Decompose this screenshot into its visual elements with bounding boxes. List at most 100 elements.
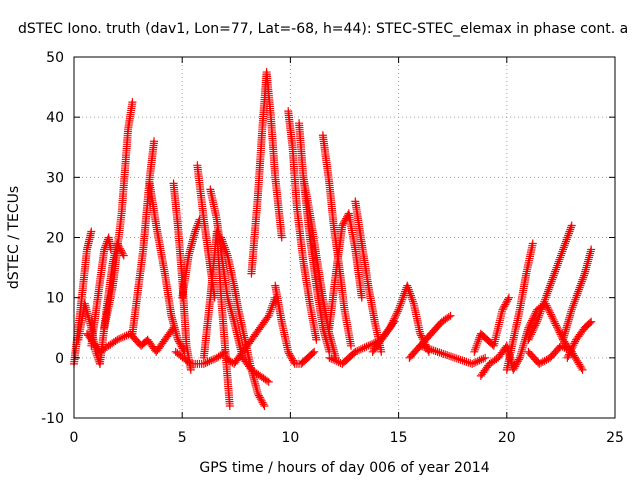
series-21 (318, 131, 355, 350)
data-point (547, 277, 556, 286)
data-point (578, 275, 587, 284)
data-point (474, 335, 483, 344)
series-5 (128, 137, 159, 338)
data-point (325, 353, 334, 362)
data-point (403, 283, 412, 292)
data-point (257, 396, 266, 405)
data-point (546, 279, 555, 288)
data-point (503, 297, 512, 306)
data-point (501, 300, 510, 309)
y-tick-label: 20 (46, 231, 64, 247)
data-point (538, 301, 547, 310)
data-point (219, 239, 228, 248)
data-point (264, 311, 273, 320)
data-point (560, 241, 569, 250)
data-point (265, 309, 274, 318)
data-marks (70, 68, 596, 410)
data-point (544, 285, 553, 294)
data-point (259, 400, 268, 409)
data-point (176, 340, 185, 349)
data-point (422, 343, 431, 352)
data-point (566, 223, 575, 232)
data-point (207, 356, 216, 365)
data-point (277, 233, 286, 242)
data-point (329, 355, 338, 364)
data-point (458, 356, 467, 365)
data-point (120, 332, 129, 341)
data-point (561, 237, 570, 246)
data-point (470, 347, 479, 356)
data-point (471, 345, 480, 354)
series-15 (221, 293, 280, 368)
data-point (398, 293, 407, 302)
y-tick-label: -10 (41, 411, 64, 427)
data-point (570, 339, 579, 348)
data-point (556, 251, 565, 260)
axis-ticks: 0 5 10 15 20 25 -10 0 10 20 30 40 50 (41, 50, 624, 446)
data-point (185, 358, 194, 367)
data-point (192, 223, 201, 232)
data-point (93, 351, 102, 360)
data-point (266, 305, 275, 314)
data-point (254, 391, 263, 400)
data-point (471, 358, 480, 367)
data-point (266, 307, 275, 316)
data-point (267, 303, 276, 312)
data-point (396, 299, 405, 308)
data-point (392, 309, 401, 318)
data-point (533, 315, 542, 324)
data-point (567, 305, 576, 314)
data-point (541, 295, 550, 304)
data-point (386, 321, 395, 330)
data-point (573, 289, 582, 298)
data-point (545, 283, 554, 292)
data-point (551, 319, 560, 328)
data-point (456, 355, 465, 364)
data-point (454, 355, 463, 364)
data-point (339, 219, 348, 228)
data-point (446, 311, 455, 320)
data-point (392, 311, 401, 320)
data-point (385, 323, 394, 332)
data-point (499, 303, 508, 312)
data-point (525, 333, 534, 342)
data-point (210, 354, 219, 363)
data-point (554, 259, 563, 268)
data-point (552, 321, 561, 330)
data-point (533, 317, 542, 326)
data-point (443, 351, 452, 360)
data-point (557, 249, 566, 258)
data-point (205, 357, 214, 366)
chart-title: dSTEC Iono. truth (dav1, Lon=77, Lat=-68… (18, 21, 628, 37)
data-point (441, 350, 450, 359)
data-point (113, 335, 122, 344)
data-point (577, 364, 586, 373)
data-point (332, 357, 341, 366)
data-point (431, 347, 440, 356)
data-point (565, 348, 574, 357)
data-point (395, 303, 404, 312)
data-point (473, 337, 482, 346)
data-point (554, 326, 563, 335)
data-point (577, 277, 586, 286)
data-point (570, 297, 579, 306)
data-point (579, 271, 588, 280)
data-point (217, 235, 226, 244)
data-point (115, 334, 124, 343)
data-point (498, 305, 507, 314)
data-point (217, 233, 226, 242)
data-point (540, 297, 549, 306)
data-point (544, 305, 553, 314)
data-point (513, 357, 522, 366)
data-point (525, 321, 534, 330)
series-4 (100, 98, 137, 332)
data-point (174, 337, 183, 346)
data-point (537, 305, 546, 314)
series-24 (325, 317, 399, 368)
data-point (571, 295, 580, 304)
data-point (150, 137, 159, 146)
data-point (514, 355, 523, 364)
data-point (565, 227, 574, 236)
series-28 (470, 293, 513, 356)
data-point (353, 346, 362, 355)
